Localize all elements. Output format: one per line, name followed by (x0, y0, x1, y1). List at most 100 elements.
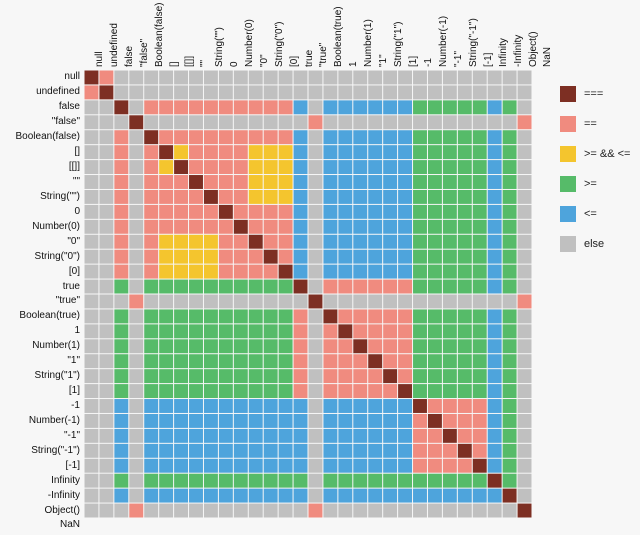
heatmap-cell (338, 130, 352, 144)
heatmap-cell (159, 429, 173, 443)
heatmap-cell (368, 235, 382, 249)
heatmap-cell (518, 250, 532, 264)
heatmap-cell (398, 489, 412, 503)
heatmap-cell (353, 190, 367, 204)
heatmap-cell (204, 429, 218, 443)
heatmap-cell (234, 205, 248, 219)
heatmap-cell (249, 71, 263, 85)
heatmap-cell (428, 85, 442, 99)
heatmap-cell (159, 175, 173, 189)
heatmap-cell (174, 309, 188, 323)
heatmap-cell (159, 354, 173, 368)
heatmap-cell (144, 339, 158, 353)
heatmap-cell (458, 504, 472, 518)
heatmap-cell (249, 100, 263, 114)
heatmap-cell (249, 145, 263, 159)
heatmap-cell (279, 429, 293, 443)
heatmap-cell (249, 130, 263, 144)
heatmap-cell (398, 100, 412, 114)
heatmap-cell (219, 280, 233, 294)
heatmap-cell (383, 205, 397, 219)
heatmap-cell (413, 265, 427, 279)
heatmap-cell (204, 220, 218, 234)
heatmap-cell (129, 489, 143, 503)
heatmap-cell (174, 369, 188, 383)
heatmap-cell (99, 459, 113, 473)
heatmap-cell (443, 115, 457, 129)
heatmap-cell (264, 205, 278, 219)
heatmap-cell (368, 354, 382, 368)
heatmap-cell (234, 115, 248, 129)
heatmap-cell (204, 459, 218, 473)
heatmap-cell (114, 175, 128, 189)
heatmap-cell (219, 474, 233, 488)
heatmap-cell (264, 175, 278, 189)
column-label: Number(1) (364, 19, 374, 67)
heatmap-cell (413, 384, 427, 398)
heatmap-cell (219, 235, 233, 249)
heatmap-cell (413, 399, 427, 413)
heatmap-cell (129, 429, 143, 443)
heatmap-cell (368, 339, 382, 353)
heatmap-cell (189, 324, 203, 338)
heatmap-cell (353, 205, 367, 219)
row-label: [1] (0, 386, 80, 396)
heatmap-cell (473, 71, 487, 85)
heatmap-cell (353, 71, 367, 85)
heatmap-cell (353, 85, 367, 99)
heatmap-cell (129, 280, 143, 294)
heatmap-cell (398, 235, 412, 249)
heatmap-cell (294, 414, 308, 428)
heatmap-cell (428, 250, 442, 264)
heatmap-cell (488, 100, 502, 114)
heatmap-cell (264, 145, 278, 159)
heatmap-cell (99, 280, 113, 294)
column-label: 0 (230, 61, 240, 67)
heatmap-cell (294, 474, 308, 488)
heatmap-cell (99, 115, 113, 129)
heatmap-cell (309, 384, 323, 398)
column-label: null (95, 51, 105, 67)
heatmap-cell (174, 100, 188, 114)
heatmap-cell (473, 145, 487, 159)
heatmap-cell (323, 205, 337, 219)
heatmap-cell (249, 369, 263, 383)
heatmap-cell (503, 205, 517, 219)
heatmap-cell (353, 369, 367, 383)
heatmap-cell (353, 295, 367, 309)
heatmap-cell (368, 100, 382, 114)
heatmap-cell (129, 474, 143, 488)
heatmap-cell (323, 414, 337, 428)
heatmap-cell (159, 100, 173, 114)
heatmap-cell (189, 85, 203, 99)
heatmap-cell (129, 100, 143, 114)
heatmap-cell (518, 354, 532, 368)
heatmap-cell (294, 504, 308, 518)
heatmap-cell (413, 474, 427, 488)
heatmap-cell (398, 384, 412, 398)
heatmap-cell (129, 145, 143, 159)
heatmap-cell (443, 205, 457, 219)
heatmap-cell (114, 459, 128, 473)
heatmap-cell (353, 414, 367, 428)
heatmap-cell (353, 145, 367, 159)
heatmap-cell (264, 160, 278, 174)
heatmap-cell (249, 220, 263, 234)
heatmap-cell (338, 160, 352, 174)
heatmap-cell (368, 85, 382, 99)
heatmap-cell (473, 205, 487, 219)
heatmap-cell (428, 339, 442, 353)
heatmap-cell (144, 205, 158, 219)
row-label: String("-1") (0, 446, 80, 456)
heatmap-cell (473, 459, 487, 473)
heatmap-cell (503, 369, 517, 383)
row-label: [[]] (0, 162, 80, 172)
heatmap-cell (398, 309, 412, 323)
heatmap-cell (264, 474, 278, 488)
heatmap-cell (398, 324, 412, 338)
heatmap-cell (114, 85, 128, 99)
heatmap-cell (443, 130, 457, 144)
heatmap-cell (413, 190, 427, 204)
heatmap-cell (338, 205, 352, 219)
heatmap-cell (503, 295, 517, 309)
